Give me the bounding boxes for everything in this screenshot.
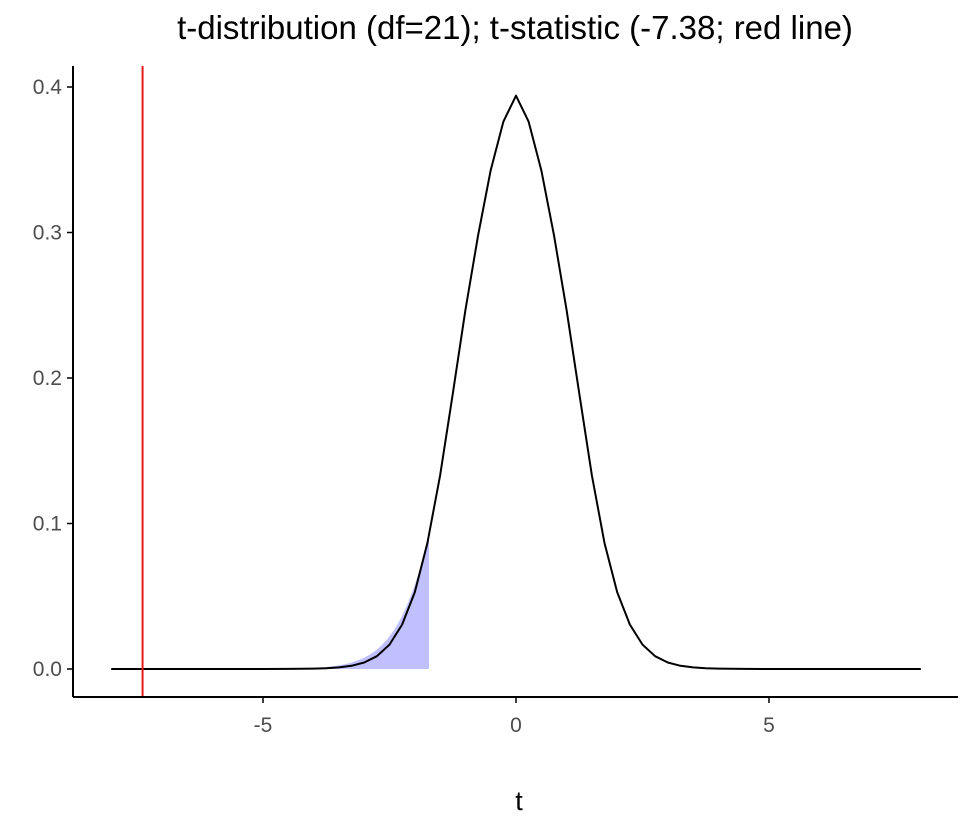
y-tick-label: 0.3 bbox=[33, 222, 62, 245]
x-tick-label: 0 bbox=[510, 714, 522, 737]
x-tick-label: 5 bbox=[763, 714, 775, 737]
plot-area bbox=[111, 66, 921, 697]
chart-title: t-distribution (df=21); t-statistic (-7.… bbox=[177, 9, 853, 46]
y-tick-label: 0.4 bbox=[33, 76, 63, 99]
y-tick-label: 0.2 bbox=[33, 367, 62, 390]
x-tick-label: -5 bbox=[254, 714, 273, 737]
x-axis-title: t bbox=[515, 786, 523, 816]
shaded-tail-region bbox=[111, 534, 429, 669]
x-axis-ticks: -5 0 5 bbox=[254, 697, 775, 737]
y-tick-label: 0.0 bbox=[33, 658, 62, 681]
y-axis-ticks: 0.0 0.1 0.2 0.3 0.4 bbox=[33, 76, 73, 681]
density-curve bbox=[111, 94, 921, 670]
y-tick-label: 0.1 bbox=[33, 513, 62, 536]
